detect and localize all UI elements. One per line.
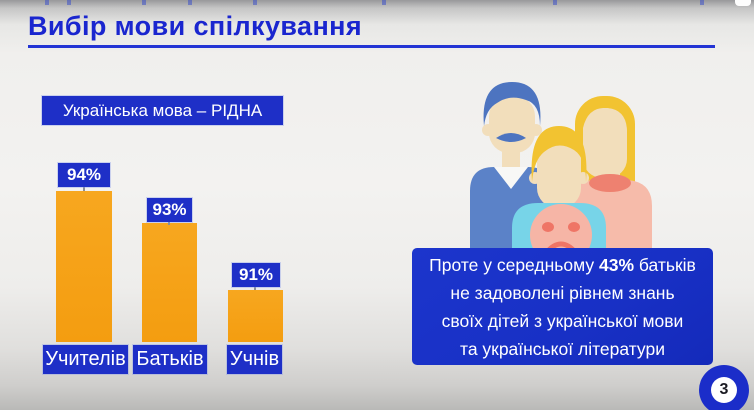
chart-title: Українська мова – РІДНА	[42, 96, 283, 125]
label-connector	[254, 287, 256, 290]
value-label-students: 91%	[232, 263, 280, 287]
value-label-teachers: 94%	[58, 163, 110, 187]
video-artifact	[553, 0, 557, 5]
video-artifact	[253, 0, 257, 5]
callout-line-3: своїх дітей з української мови	[441, 310, 684, 331]
label-connector	[168, 222, 170, 225]
category-label-parents: Батьків	[133, 345, 207, 374]
video-artifact	[142, 0, 146, 5]
title-underline	[28, 45, 715, 48]
bar-parents	[142, 223, 197, 342]
callout-line-2: не задоволені рівнем знань	[450, 282, 675, 303]
callout-percentage: 43%	[598, 254, 635, 275]
callout-box: Проте у середньому 43% батьків не задово…	[412, 248, 713, 365]
family-illustration	[470, 82, 652, 271]
video-artifact	[67, 0, 71, 5]
value-label-parents: 93%	[147, 198, 192, 222]
label-connector	[83, 187, 85, 191]
video-artifact	[45, 0, 49, 5]
callout-line-1: Проте у середньому 43% батьків	[429, 254, 696, 275]
bar-students	[228, 290, 283, 342]
callout-line-4: та української літератури	[460, 338, 665, 359]
video-artifact	[382, 0, 386, 5]
page-number: 3	[711, 377, 737, 403]
video-artifact	[700, 0, 704, 5]
category-label-students: Учнів	[227, 345, 282, 374]
category-label-teachers: Учителів	[43, 345, 128, 374]
page-number-badge: 3	[699, 365, 749, 410]
page-title: Вибір мови спілкування	[28, 11, 363, 41]
video-artifact	[188, 0, 192, 5]
bar-teachers	[56, 191, 112, 342]
video-artifact	[735, 0, 751, 6]
